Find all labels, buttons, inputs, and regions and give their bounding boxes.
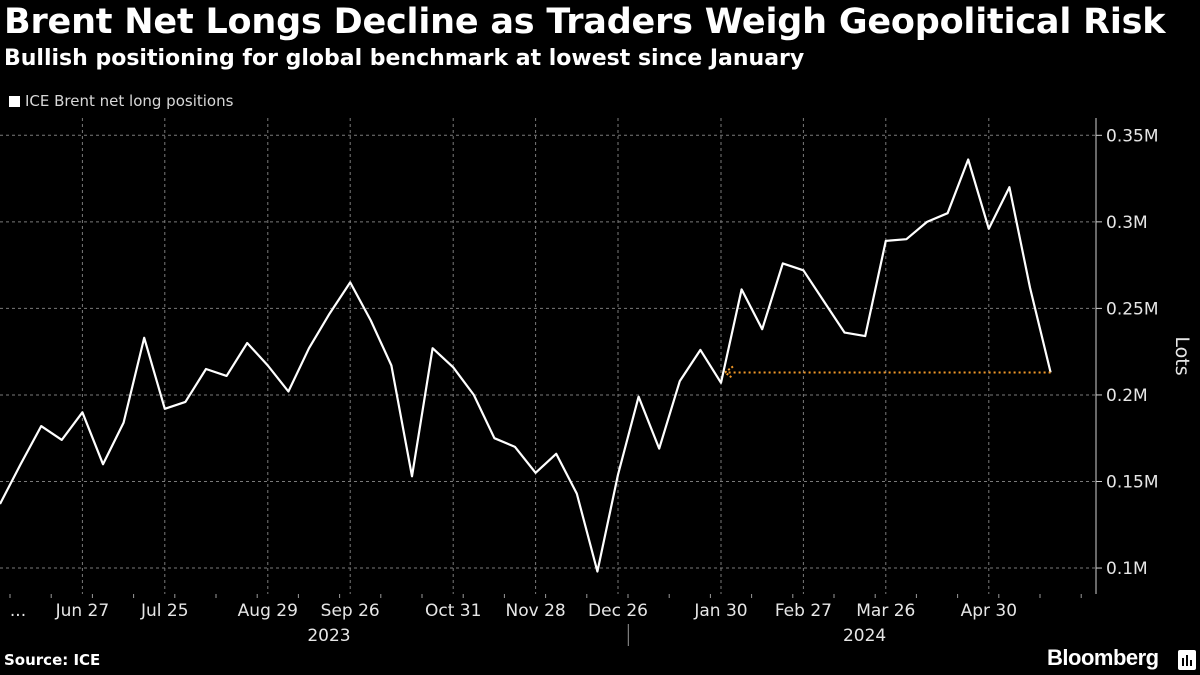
chart-title: Brent Net Longs Decline as Traders Weigh… — [4, 2, 1166, 42]
legend: ICE Brent net long positions — [9, 92, 233, 110]
x-tick-label: Sep 26 — [321, 601, 380, 621]
x-tick-label: Dec 26 — [588, 601, 648, 621]
y-tick-label: 0.3M — [1106, 213, 1148, 233]
x-tick-label: Jan 30 — [693, 601, 747, 621]
series-line — [0, 158, 1052, 573]
bloomberg-logo: Bloomberg — [1047, 645, 1159, 670]
source-note: Source: ICE — [4, 651, 101, 669]
x-tick-label: Feb 27 — [775, 601, 832, 621]
terminal-icon — [1178, 650, 1196, 670]
x-tick-label: Mar 26 — [856, 601, 915, 621]
x-tick-label: Nov 28 — [505, 601, 565, 621]
x-tick-label: Aug 29 — [238, 601, 298, 621]
legend-label: ICE Brent net long positions — [25, 92, 234, 110]
x-tick-label: ... — [10, 601, 26, 621]
year-label: 2023 — [307, 626, 350, 646]
x-tick-label: Oct 31 — [425, 601, 481, 621]
y-tick-label: 0.35M — [1106, 126, 1159, 146]
chart-subtitle: Bullish positioning for global benchmark… — [4, 46, 805, 71]
y-tick-label: 0.2M — [1106, 386, 1148, 406]
annotation-arrowhead — [723, 365, 734, 380]
y-axis-title: Lots — [1171, 336, 1193, 375]
x-tick-label: Jul 25 — [140, 601, 189, 621]
legend-swatch — [9, 95, 20, 107]
y-tick-label: 0.15M — [1106, 472, 1159, 492]
x-tick-label: Apr 30 — [961, 601, 1017, 621]
year-label: 2024 — [843, 626, 886, 646]
y-tick-label: 0.1M — [1106, 559, 1148, 579]
x-tick-label: Jun 27 — [55, 601, 110, 621]
y-tick-label: 0.25M — [1106, 299, 1159, 319]
